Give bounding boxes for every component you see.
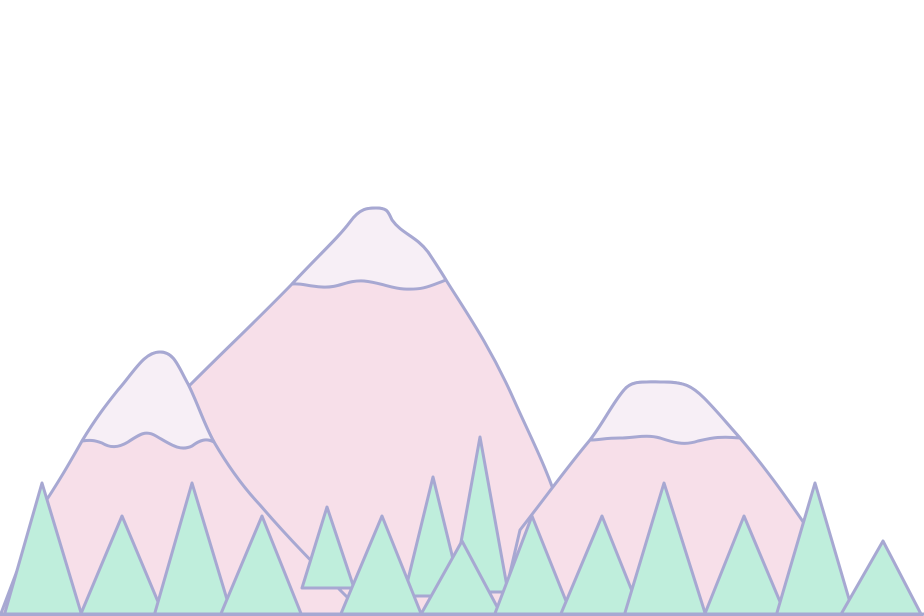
tree (300, 505, 356, 590)
tree (558, 514, 644, 616)
tree (774, 481, 856, 616)
tree (622, 481, 708, 616)
trees (2, 435, 924, 616)
right-mountain-snowcap (588, 380, 742, 445)
tree (838, 539, 924, 616)
tree (78, 514, 166, 616)
tree (218, 514, 304, 616)
center-mountain-snowcap (290, 206, 448, 291)
tree (338, 514, 424, 616)
tree (418, 539, 504, 616)
left-mountain-snowcap (80, 350, 216, 450)
tree (492, 514, 574, 616)
tree (152, 481, 234, 616)
tree (702, 514, 788, 616)
tree (2, 481, 84, 616)
